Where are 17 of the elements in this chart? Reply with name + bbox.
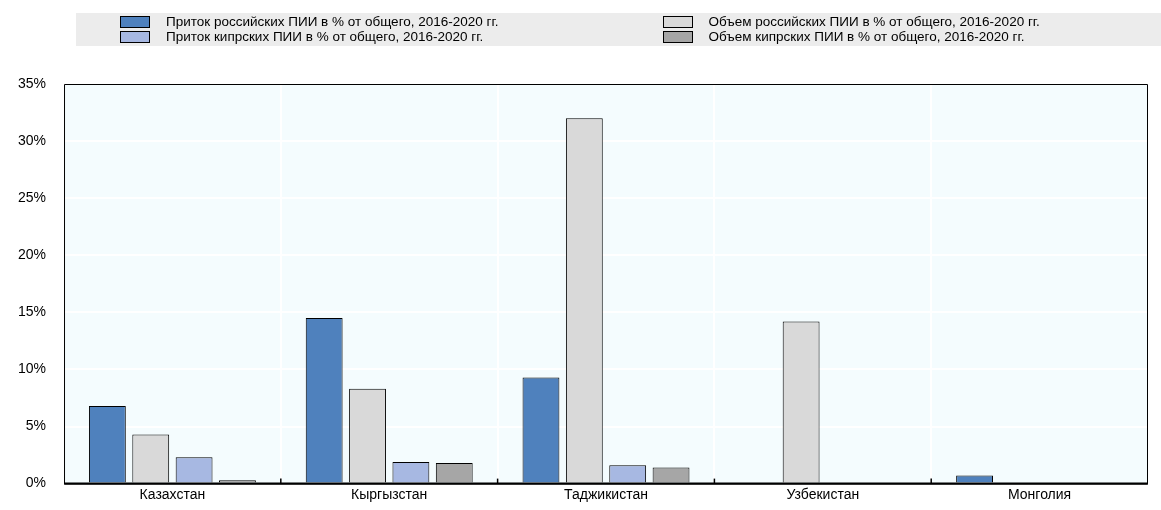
x-tick-label: Казахстан [139,485,206,502]
y-tick-label: 25% [17,189,47,206]
x-tick-label: Монголия [1008,485,1072,502]
y-tick-label: 30% [17,131,47,148]
y-tick-label: 15% [17,303,47,320]
legend-label: Объем кипрских ПИИ в % от общего, 2016-2020 гг. [708,29,1025,44]
x-tick-label: Кыргызстан [351,485,428,502]
legend-label: Приток российских ПИИ в % от общего, 2016-2020 гг. [166,14,499,29]
y-tick-label: 0% [25,474,47,491]
legend-label: Приток кипрских ПИИ в % от общего, 2016-2020 гг. [166,29,484,44]
y-tick-label: 10% [17,360,47,377]
y-tick-label: 20% [17,246,47,263]
legend-label: Объем российских ПИИ в % от общего, 2016-2020 гг. [708,14,1040,29]
y-tick-label: 5% [25,417,47,434]
y-tick-label: 35% [17,74,47,91]
x-tick-label: Таджикистан [564,485,648,502]
x-tick-label: Узбекистан [786,485,860,502]
